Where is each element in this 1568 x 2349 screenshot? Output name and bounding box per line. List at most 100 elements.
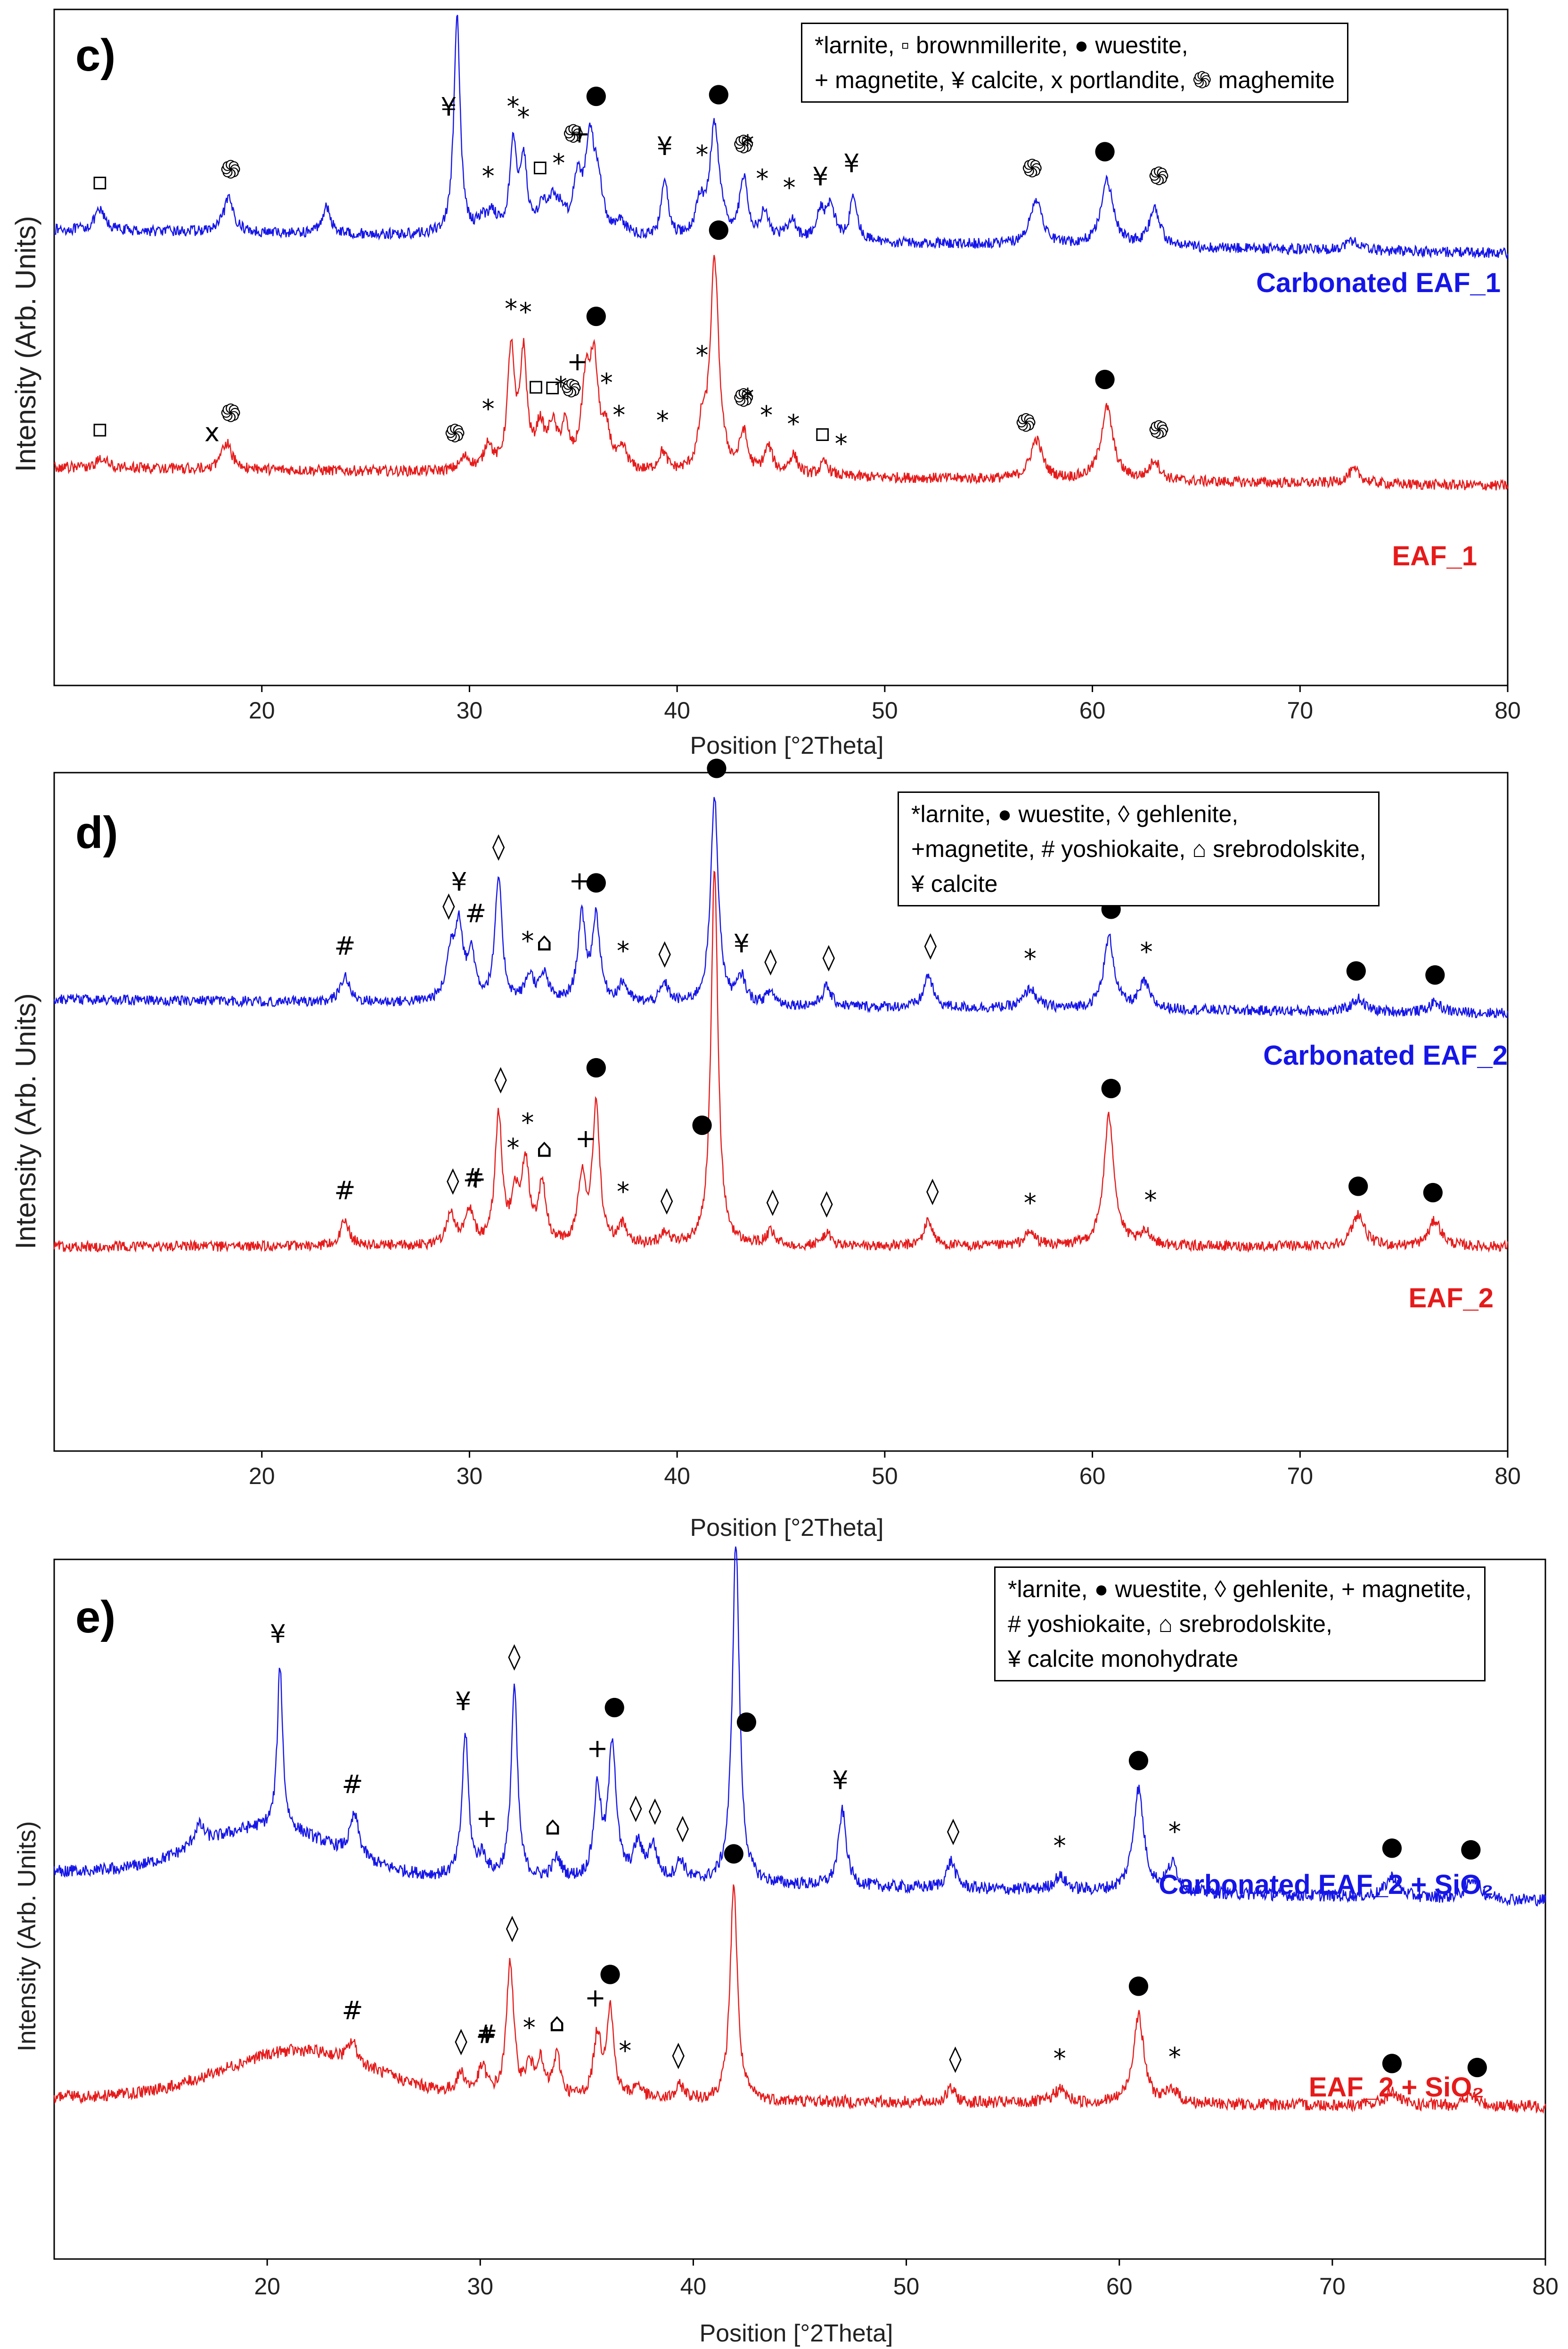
peak-marker-c-1-19: * <box>741 383 754 413</box>
peak-marker-e-1-15: * <box>1168 2042 1181 2072</box>
peak-marker-c-1-18: ֍ <box>733 383 754 413</box>
peak-marker-d-1-2: # <box>463 1163 484 1193</box>
peak-marker-e-0-7: ● <box>604 1690 626 1720</box>
x-tick-label-d-80: 80 <box>1494 1463 1521 1489</box>
x-tick-label-e-40: 40 <box>680 2273 707 2300</box>
panel-label-d: d) <box>75 807 118 858</box>
legend-d-line-1: *larnite, ● wuestite, ◊ gehlenite, <box>911 801 1239 827</box>
peak-marker-d-1-4: ◊ <box>494 1064 507 1093</box>
peak-marker-d-0-3: # <box>465 899 486 929</box>
peak-marker-d-1-6: * <box>521 1108 534 1138</box>
peak-marker-e-1-16: ● <box>1381 2047 1403 2076</box>
x-tick-label-c-50: 50 <box>872 697 898 724</box>
peak-marker-c-1-14: * <box>612 400 625 430</box>
peak-marker-e-1-1: ◊ <box>455 2026 467 2055</box>
series-line-d-0 <box>53 797 1509 1019</box>
peak-marker-d-1-9: ● <box>585 1051 607 1080</box>
series-line-e-1 <box>53 1884 1546 2114</box>
plot-frame-c <box>53 8 1509 686</box>
x-tick-label-d-40: 40 <box>664 1463 690 1489</box>
peak-marker-c-1-26: ֍ <box>1149 415 1169 445</box>
peak-marker-c-1-15: * <box>656 406 669 435</box>
peak-marker-d-0-16: * <box>1024 944 1037 974</box>
peak-marker-d-1-1: ◊ <box>447 1165 459 1195</box>
peak-marker-c-1-25: ● <box>1094 363 1116 392</box>
x-tick-label-e-70: 70 <box>1319 2273 1346 2300</box>
peak-marker-d-0-7: + <box>569 866 590 896</box>
markers-d: #◊¥#◊* ⌂+●* ◊●¥◊ ◊ ◊ *●*● ●# ◊ #+◊**⌂ +●* ◊●◊ ◊ ◊ *●*… <box>334 751 1446 1218</box>
legend-e-line-2: # yoshiokaite, ⌂ srebrodolskite, <box>1008 1611 1332 1637</box>
peak-marker-d-1-19: ● <box>1347 1169 1369 1199</box>
peak-marker-e-1-12: ◊ <box>949 2044 962 2073</box>
peak-marker-e-0-17: ● <box>1381 1831 1403 1861</box>
x-axis-label-d: Position [°2Theta] <box>690 1514 883 1542</box>
peak-marker-c-0-22: ֍ <box>1149 161 1169 191</box>
series-line-c-0 <box>54 15 1509 260</box>
peak-marker-c-1-8: ▫ <box>544 371 561 401</box>
peak-marker-c-0-6: ▫ <box>531 151 549 181</box>
peak-marker-e-1-3: + <box>476 2019 497 2049</box>
series-d <box>53 797 1509 1253</box>
peak-marker-e-0-14: * <box>1054 1831 1066 1861</box>
legend-c-line-1: *larnite, ▫ brownmillerite, ● wuestite, <box>815 32 1188 58</box>
peak-marker-d-0-20: ● <box>1424 958 1446 988</box>
legend-c-line-2: + magnetite, ¥ calcite, x portlandite, ֍… <box>815 67 1335 93</box>
axes-d: 20 30 40 50 60 70 80 <box>53 772 1521 1489</box>
peak-marker-d-1-7: ⌂ <box>536 1134 552 1163</box>
peak-marker-d-1-3: + <box>465 1164 486 1194</box>
peak-marker-e-0-6: + <box>587 1733 608 1763</box>
peak-marker-e-0-10: ◊ <box>676 1813 689 1843</box>
x-tick-label-e-30: 30 <box>467 2273 493 2300</box>
peak-marker-c-0-7: * <box>552 148 565 178</box>
peak-marker-c-0-1: ֍ <box>220 155 241 184</box>
x-tick-label-c-40: 40 <box>664 697 690 724</box>
peak-marker-e-0-15: ● <box>1127 1744 1150 1773</box>
peak-marker-c-0-10: ● <box>585 79 607 109</box>
x-tick-label-e-20: 20 <box>254 2273 280 2300</box>
legend-e-line-1: *larnite, ● wuestite, ◊ gehlenite, + mag… <box>1008 1576 1472 1602</box>
peak-marker-c-1-4: * <box>482 394 495 424</box>
peak-marker-c-0-4: * <box>506 91 519 121</box>
series-line-d-1 <box>53 870 1509 1253</box>
peak-marker-e-1-2: # <box>476 2019 497 2049</box>
peak-marker-c-1-2: ֍ <box>220 398 241 428</box>
x-tick-label-d-60: 60 <box>1079 1463 1106 1489</box>
peak-marker-d-0-13: ◊ <box>764 946 777 976</box>
peak-marker-c-1-24: ֍ <box>1015 408 1036 438</box>
peak-marker-c-0-8: ֍ <box>563 119 584 149</box>
peak-marker-d-0-6: ⌂ <box>536 927 552 957</box>
x-tick-label-c-30: 30 <box>457 697 483 724</box>
peak-marker-e-0-16: * <box>1168 1817 1181 1846</box>
chart-e: 20 30 40 50 60 70 80 ¥#¥+◊⌂+●◊ ◊◊●¥◊*●* ● ●#◊ #+◊*… <box>13 1546 1559 2347</box>
legend-e-line-3: ¥ calcite monohydrate <box>1008 1646 1239 1672</box>
x-tick-label-e-80: 80 <box>1532 2273 1559 2300</box>
peak-marker-d-1-16: * <box>1024 1188 1037 1218</box>
chart-d: 20 30 40 50 60 70 80 #◊¥#◊* ⌂+●* ◊●¥◊ ◊ ◊ *●*● ●# ◊ #+… <box>10 751 1521 1542</box>
peak-marker-c-0-5: * <box>517 102 530 132</box>
peak-marker-c-0-21: ● <box>1094 135 1116 164</box>
peak-marker-e-1-13: * <box>1054 2044 1066 2073</box>
y-axis-label-c: Intensity (Arb. Units) <box>10 216 41 472</box>
series-e <box>53 1546 1546 2114</box>
peak-marker-e-0-2: ¥ <box>455 1687 471 1716</box>
panel-d: 20 30 40 50 60 70 80 # ◊ ¥ # ◊ * ⌂ + ● * ◊ ● ¥ ◊ ◊ ◊ * ● * ● ● # ◊ # +… <box>0 751 1568 1545</box>
peak-marker-e-0-5: ⌂ <box>545 1811 561 1841</box>
x-tick-label-d-70: 70 <box>1287 1463 1313 1489</box>
peak-marker-e-0-11: ● <box>735 1705 758 1735</box>
series-label-e-carbonated: Carbonated EAF_2 + SiO₂ <box>1159 1869 1494 1900</box>
peak-marker-e-1-11: ● <box>723 1837 745 1867</box>
peak-marker-e-0-4: ◊ <box>508 1641 521 1671</box>
markers-e: ¥#¥+◊⌂+●◊ ◊◊●¥◊*●* ● ●#◊ #+◊* ⌂+●* ◊●◊ *●* ● ● <box>270 1619 1488 2080</box>
peak-marker-c-1-12: ● <box>585 299 607 329</box>
peak-marker-c-0-19: ¥ <box>843 149 859 179</box>
peak-marker-e-0-9: ◊ <box>649 1795 662 1825</box>
peak-marker-c-0-20: ֍ <box>1022 154 1043 183</box>
peak-marker-d-0-18: * <box>1140 937 1153 967</box>
peak-marker-c-1-10: ֍ <box>561 374 581 403</box>
peak-marker-d-0-4: ◊ <box>492 831 505 861</box>
peak-marker-c-0-2: ¥ <box>441 92 457 122</box>
peak-marker-c-0-16: * <box>756 164 768 194</box>
peak-marker-c-1-0: ▫ <box>91 413 109 443</box>
peak-marker-e-0-8: ◊ <box>629 1793 642 1822</box>
peak-marker-d-0-14: ◊ <box>823 942 835 971</box>
